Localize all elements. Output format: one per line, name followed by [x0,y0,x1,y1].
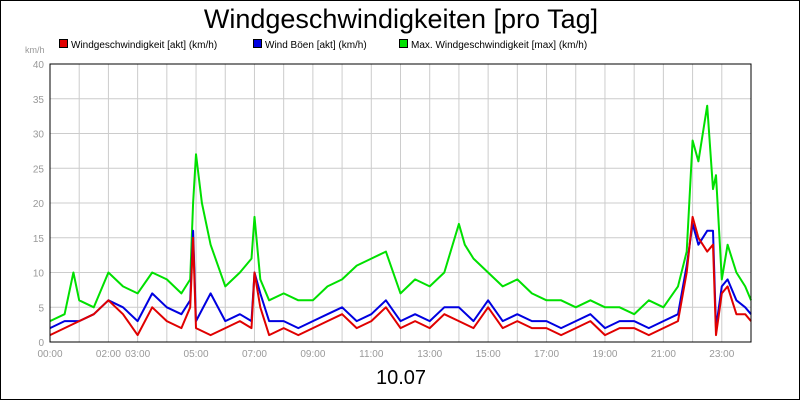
x-tick-label: 21:00 [651,349,676,360]
x-tick-label: 09:00 [300,349,325,360]
y-tick-label: 35 [33,95,45,106]
legend-item-max: Max. Windgeschwindigkeit [max] (km/h) [399,39,587,52]
x-tick-label: 05:00 [184,349,209,360]
y-tick-label: 10 [33,269,45,280]
y-tick-label: 15 [33,234,45,245]
y-axis-unit: km/h [25,45,45,55]
x-tick-label: 03:00 [125,349,150,360]
legend-item-boeen: Wind Böen [akt] (km/h) [253,39,367,52]
x-tick-label: 19:00 [592,349,617,360]
legend-swatch-green [399,39,408,48]
date-label: 10.07 [375,367,427,389]
x-tick-label: 02:00 [96,349,121,360]
x-tick-label: 00:00 [37,349,62,360]
x-tick-label: 13:00 [417,349,442,360]
y-tick-label: 5 [38,303,44,314]
x-tick-label: 15:00 [476,349,501,360]
legend-label: Max. Windgeschwindigkeit [max] (km/h) [411,40,588,51]
legend-item-wind-akt: Windgeschwindigkeit [akt] (km/h) [59,39,217,52]
plot-border [49,63,752,343]
y-tick-label: 20 [33,199,45,210]
y-tick-label: 0 [38,338,44,349]
chart-title: Windgeschwindigkeiten [pro Tag] [203,4,599,34]
legend-swatch-blue [253,39,262,48]
y-tick-label: 40 [33,60,45,71]
x-tick-label: 07:00 [242,349,267,360]
legend-label: Windgeschwindigkeit [akt] (km/h) [71,40,218,51]
y-tick-label: 30 [33,130,45,141]
legend-swatch-red [59,39,68,48]
y-tick-label: 25 [33,164,45,175]
x-tick-label: 17:00 [534,349,559,360]
series-line-0 [49,215,752,337]
series-line-2 [49,104,752,323]
x-tick-label: 11:00 [359,349,384,360]
legend-label: Wind Böen [akt] (km/h) [265,40,367,51]
x-tick-label: 23:00 [709,349,734,360]
